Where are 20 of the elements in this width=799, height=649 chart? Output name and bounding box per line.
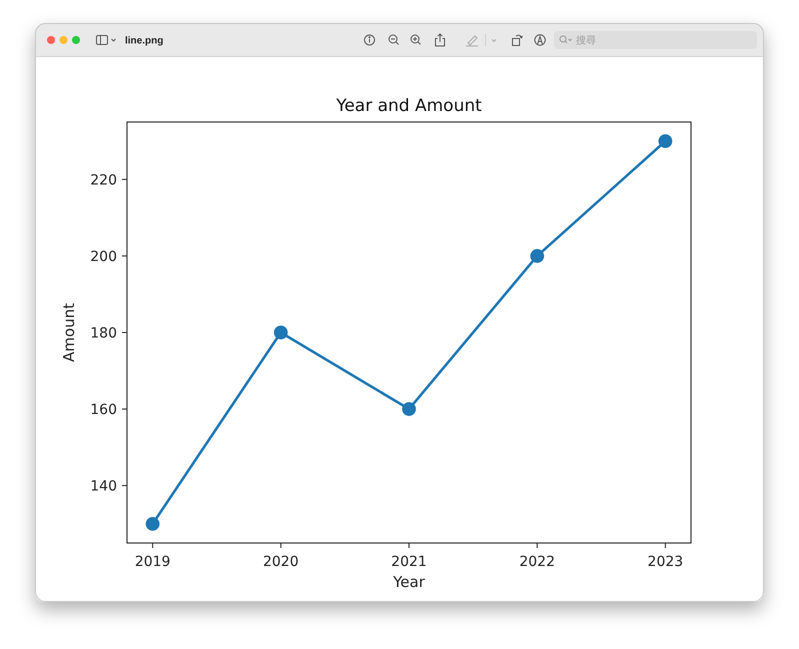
x-axis-title: Year [392, 573, 426, 591]
y-tick-label: 220 [90, 172, 117, 188]
point [530, 249, 544, 263]
text: line.png [125, 36, 164, 46]
y-tick-label: 160 [90, 402, 117, 418]
y-tick-label: 200 [90, 248, 117, 265]
x-tick-label: 2022 [519, 554, 555, 570]
x-tick-label: 2023 [648, 554, 684, 570]
x-tick-label: 2020 [263, 554, 299, 570]
y-tick-label: 140 [90, 478, 117, 494]
y-tick-label: 180 [90, 325, 117, 342]
point [146, 516, 160, 531]
chart-title: Year and Amount [335, 96, 482, 116]
y-axis-title: Amount [60, 302, 78, 362]
x-tick-label: 2021 [391, 554, 427, 570]
point [658, 134, 672, 148]
search-field: 搜尋 [554, 31, 757, 49]
point [274, 326, 288, 340]
x-tick-label: 2019 [134, 554, 170, 570]
point [402, 402, 416, 416]
